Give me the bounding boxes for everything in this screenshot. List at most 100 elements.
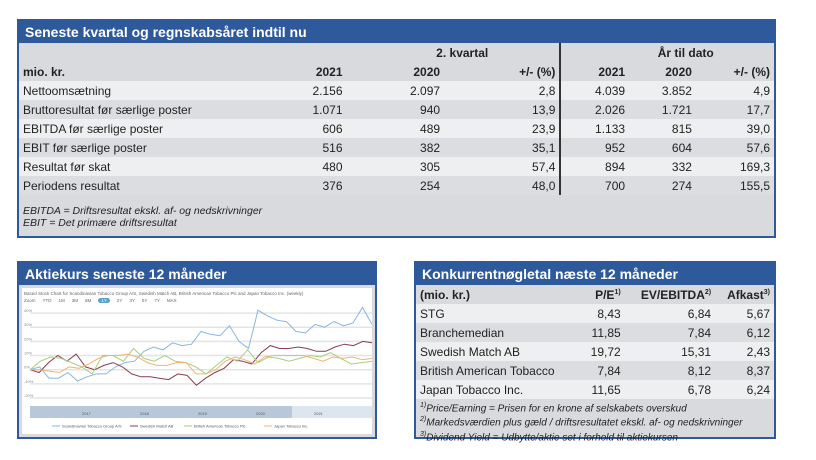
series-line-2 (29, 347, 373, 375)
zoom-button-2y[interactable]: 2Y (116, 298, 123, 303)
cell-value: 48,0 (444, 176, 562, 195)
table-row: EBITDA før særlige poster 606 489 23,9 1.133… (19, 119, 774, 138)
group-header-ytd: År til dato (657, 45, 714, 60)
table-row: EBIT før særlige poster 516 382 35,1 952 604 5… (19, 138, 774, 157)
navigator[interactable] (30, 406, 372, 418)
financial-summary-panel: Seneste kvartal og regnskabsåret indtil … (17, 19, 776, 238)
cell-value: 7,84 (624, 323, 716, 342)
cell-value: 952 (560, 138, 630, 157)
table-row: Swedish Match AB 19,72 15,31 2,43 (416, 342, 774, 361)
legend-item[interactable]: British American Tobacco Plc (194, 424, 246, 429)
col-header: 2021 (598, 64, 626, 79)
table-row: British American Tobacco 7,84 8,12 8,37 (416, 361, 774, 380)
cell-value: 6,24 (715, 380, 774, 399)
navigator-selection[interactable] (292, 406, 372, 418)
col-header: 2020 (413, 64, 441, 79)
row-label: Nettoomsætning (19, 81, 249, 100)
table-row: Resultat før skat 480 305 57,4 894 332 169,3 (19, 157, 774, 176)
cell-value: 1.071 (249, 100, 347, 119)
cell-value: 480 (249, 157, 347, 176)
series-line-1 (29, 340, 373, 386)
company-name: Swedish Match AB (416, 342, 581, 361)
zoom-button-6m[interactable]: 6M (85, 298, 92, 303)
stock-chart[interactable]: Based Stock Chart for Scandinavian Tobac… (22, 288, 373, 434)
row-label: EBITDA før særlige poster (19, 119, 249, 138)
table-row: Nettoomsætning 2.156 2.097 2,8 4.039 3.852 4,9 (19, 81, 774, 100)
y-tick-label: 40% (24, 308, 32, 313)
cell-value: 15,31 (624, 342, 716, 361)
col-header: +/- (%) (733, 64, 770, 79)
zoom-button-ytd[interactable]: YTD (42, 298, 52, 303)
company-name: STG (416, 304, 581, 323)
footnote: EBIT = Det primære driftsresultat (23, 217, 177, 229)
cell-value: 8,43 (580, 304, 625, 323)
y-tick-label: 0% (24, 365, 30, 370)
col-header-pe: P/E1) (595, 287, 621, 302)
zoom-label: Zoom (24, 298, 36, 303)
footnote: EBITDA = Driftsresultat ekskl. af- og ne… (23, 205, 263, 217)
col-header-ev-ebitda: EV/EBITDA2) (640, 287, 712, 302)
peer-table: (mio. kr.) P/E1) EV/EBITDA2) Afkast3) ST… (416, 285, 774, 399)
cell-value: 35,1 (444, 138, 562, 157)
zoom-button-3m[interactable]: 3M (71, 298, 79, 303)
cell-value: 1.721 (629, 100, 696, 119)
legend-item[interactable]: Scandinavian Tobacco Group A/S (62, 424, 122, 429)
zoom-button-1m[interactable]: 1M (58, 298, 65, 303)
company-name: British American Tobacco (416, 361, 581, 380)
cell-value: 305 (346, 157, 445, 176)
panel-title: Konkurrentnøgletal næste 12 måneder (416, 263, 774, 285)
row-label: Periodens resultat (19, 176, 249, 195)
cell-value: 6,12 (715, 323, 774, 342)
series-line-0 (29, 306, 373, 382)
cell-value: 2,43 (715, 342, 774, 361)
cell-value: 11,85 (580, 323, 625, 342)
table-row: STG 8,43 6,84 5,67 (416, 304, 774, 323)
cell-value: 382 (346, 138, 445, 157)
cell-value: 376 (249, 176, 347, 195)
series-line-3 (30, 353, 373, 375)
cell-value: 606 (249, 119, 347, 138)
zoom-button-7y[interactable]: 7Y (154, 298, 160, 303)
navigator-year: 2017 (82, 411, 92, 416)
y-tick-label: 30% (24, 322, 32, 327)
cell-value: 2.026 (560, 100, 630, 119)
unit-header: mio. kr. (23, 64, 66, 79)
legend-item[interactable]: Swedish Match AB (140, 424, 174, 429)
panel-title: Aktiekurs seneste 12 måneder (19, 263, 375, 285)
row-label: EBIT før særlige poster (19, 138, 249, 157)
cell-value: 57,6 (695, 138, 774, 157)
zoom-button-3y[interactable]: 3Y (129, 298, 135, 303)
cell-value: 2.097 (346, 81, 445, 100)
col-header: 2020 (665, 64, 692, 79)
cell-value: 2.156 (249, 81, 347, 100)
cell-value: 815 (629, 119, 696, 138)
cell-value: 8,37 (715, 361, 774, 380)
financial-table: 2. kvartal År til dato mio. kr. 2021 2020 +/… (19, 43, 774, 195)
y-tick-label: -20% (24, 393, 34, 398)
zoom-button-5y[interactable]: 5Y (141, 298, 148, 303)
legend-item[interactable]: Japan Tobacco Inc. (274, 424, 308, 429)
zoom-button-max[interactable]: MAX (166, 298, 177, 303)
cell-value: 23,9 (444, 119, 562, 138)
cell-value: 57,4 (444, 157, 562, 176)
chart-title: Based Stock Chart for Scandinavian Tobac… (24, 291, 304, 296)
cell-value: 2,8 (444, 81, 562, 100)
cell-value: 604 (629, 138, 696, 157)
group-header-quarter: 2. kvartal (249, 43, 562, 62)
y-tick-label: 10% (24, 351, 32, 356)
row-label: Bruttoresultat før særlige poster (19, 100, 249, 119)
cell-value: 894 (560, 157, 630, 176)
panel-title: Seneste kvartal og regnskabsåret indtil … (19, 21, 774, 43)
cell-value: 13,9 (444, 100, 562, 119)
cell-value: 11,65 (580, 380, 625, 399)
stock-chart-panel: Aktiekurs seneste 12 måneder Based Stock… (17, 261, 377, 439)
cell-value: 254 (346, 176, 445, 195)
row-label: Resultat før skat (19, 157, 249, 176)
cell-value: 39,0 (695, 119, 774, 138)
cell-value: 17,7 (695, 100, 774, 119)
company-name: Japan Tobacco Inc. (416, 380, 581, 399)
cell-value: 169,3 (695, 157, 774, 176)
navigator-year: 2020 (256, 411, 266, 416)
zoom-button-1y[interactable]: 1Y (98, 298, 110, 303)
navigator-year: 2021 (314, 411, 324, 416)
